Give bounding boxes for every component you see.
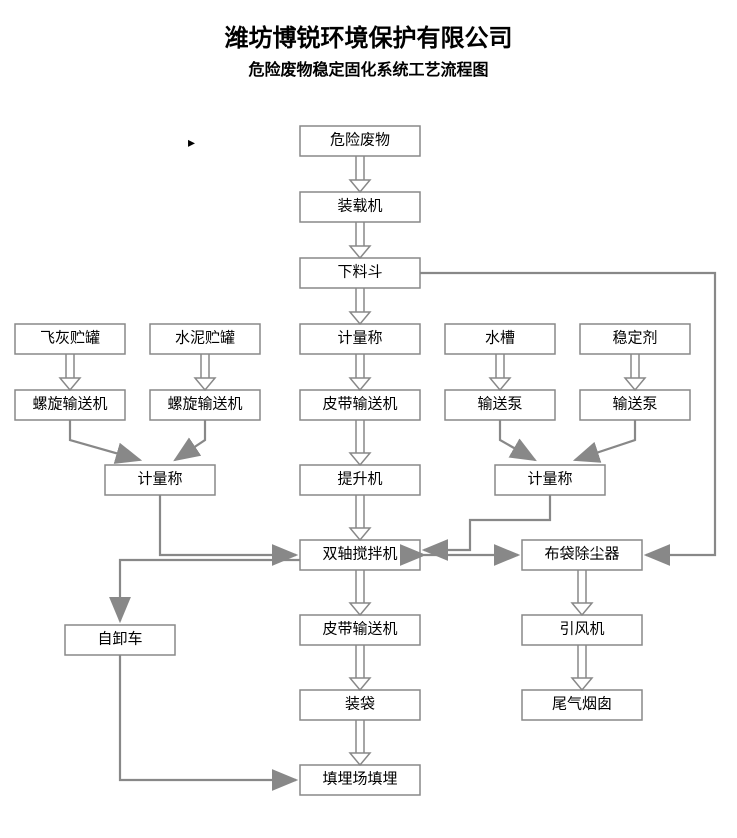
node-scale-center: 计量称 (300, 324, 420, 354)
node-scale-left: 计量称 (105, 465, 215, 495)
edge-truck-landfill (120, 655, 296, 780)
label: 水泥贮罐 (175, 329, 235, 346)
arrow-n2-n3 (350, 222, 370, 258)
label: 输送泵 (612, 395, 657, 412)
label: 皮带输送机 (322, 395, 397, 412)
arrow-n6-n7 (350, 495, 370, 540)
node-bag-filter: 布袋除尘器 (522, 540, 642, 570)
arrow-e1-e2 (625, 354, 645, 390)
node-screw-conveyor-b: 螺旋输送机 (150, 390, 260, 420)
arrow-b1-b2 (195, 354, 215, 390)
node-dump-truck: 自卸车 (65, 625, 175, 655)
arrow-n1-n2 (350, 156, 370, 192)
label: 螺旋输送机 (32, 395, 107, 412)
arrow-f1-f2 (572, 570, 592, 615)
edge-a2-ab3 (70, 420, 140, 460)
label: 稳定剂 (612, 329, 657, 346)
edge-ab3-mixer (160, 495, 296, 555)
label: 水槽 (485, 329, 515, 346)
edge-d2-de3 (500, 420, 535, 460)
label: 计量称 (337, 329, 382, 346)
arrow-n7-n8 (350, 570, 370, 615)
node-water-tank: 水槽 (445, 324, 555, 354)
label: 装载机 (337, 197, 382, 214)
label: 危险废物 (330, 131, 390, 148)
node-chimney: 尾气烟囱 (522, 690, 642, 720)
node-bagging: 装袋 (300, 690, 420, 720)
arrow-d1-d2 (490, 354, 510, 390)
node-elevator: 提升机 (300, 465, 420, 495)
label: 提升机 (337, 470, 382, 487)
edge-b2-ab3 (175, 420, 205, 460)
arrow-a1-a2 (60, 354, 80, 390)
label: 飞灰贮罐 (40, 329, 100, 346)
node-scale-right: 计量称 (495, 465, 605, 495)
node-loader: 装载机 (300, 192, 420, 222)
node-hazardous-waste: 危险废物 (300, 126, 420, 156)
label: 下料斗 (337, 263, 382, 280)
label: 双轴搅拌机 (322, 545, 397, 562)
label: 计量称 (527, 470, 572, 487)
arrow-n5-n6 (350, 420, 370, 465)
arrow-n4-n5 (350, 354, 370, 390)
node-stabilizer: 稳定剂 (580, 324, 690, 354)
node-flyash-tank: 飞灰贮罐 (15, 324, 125, 354)
label: 布袋除尘器 (544, 545, 619, 562)
label: 计量称 (137, 470, 182, 487)
node-pump-d: 输送泵 (445, 390, 555, 420)
arrow-n3-n4 (350, 288, 370, 324)
node-pump-e: 输送泵 (580, 390, 690, 420)
node-fan: 引风机 (522, 615, 642, 645)
edge-e2-de3 (575, 420, 635, 460)
node-belt-conveyor-2: 皮带输送机 (300, 615, 420, 645)
label: 输送泵 (477, 395, 522, 412)
arrow-f2-f3 (572, 645, 592, 690)
arrow-n9-n10 (350, 720, 370, 765)
node-landfill: 填埋场填埋 (300, 765, 420, 795)
edge-mixer-truck (120, 560, 300, 621)
node-belt-conveyor-1: 皮带输送机 (300, 390, 420, 420)
label: 装袋 (345, 695, 375, 712)
label: 螺旋输送机 (167, 395, 242, 412)
label: 尾气烟囱 (552, 695, 612, 712)
node-mixer: 双轴搅拌机 (300, 540, 420, 570)
flowchart-canvas: 危险废物 装载机 下料斗 计量称 皮带输送机 提升机 双轴搅拌机 皮带输送机 装… (0, 0, 737, 838)
node-hopper: 下料斗 (300, 258, 420, 288)
label: 填埋场填埋 (322, 770, 397, 787)
label: 引风机 (559, 620, 604, 637)
label: 自卸车 (97, 630, 142, 647)
node-cement-tank: 水泥贮罐 (150, 324, 260, 354)
arrow-n8-n9 (350, 645, 370, 690)
node-screw-conveyor-a: 螺旋输送机 (15, 390, 125, 420)
label: 皮带输送机 (322, 620, 397, 637)
